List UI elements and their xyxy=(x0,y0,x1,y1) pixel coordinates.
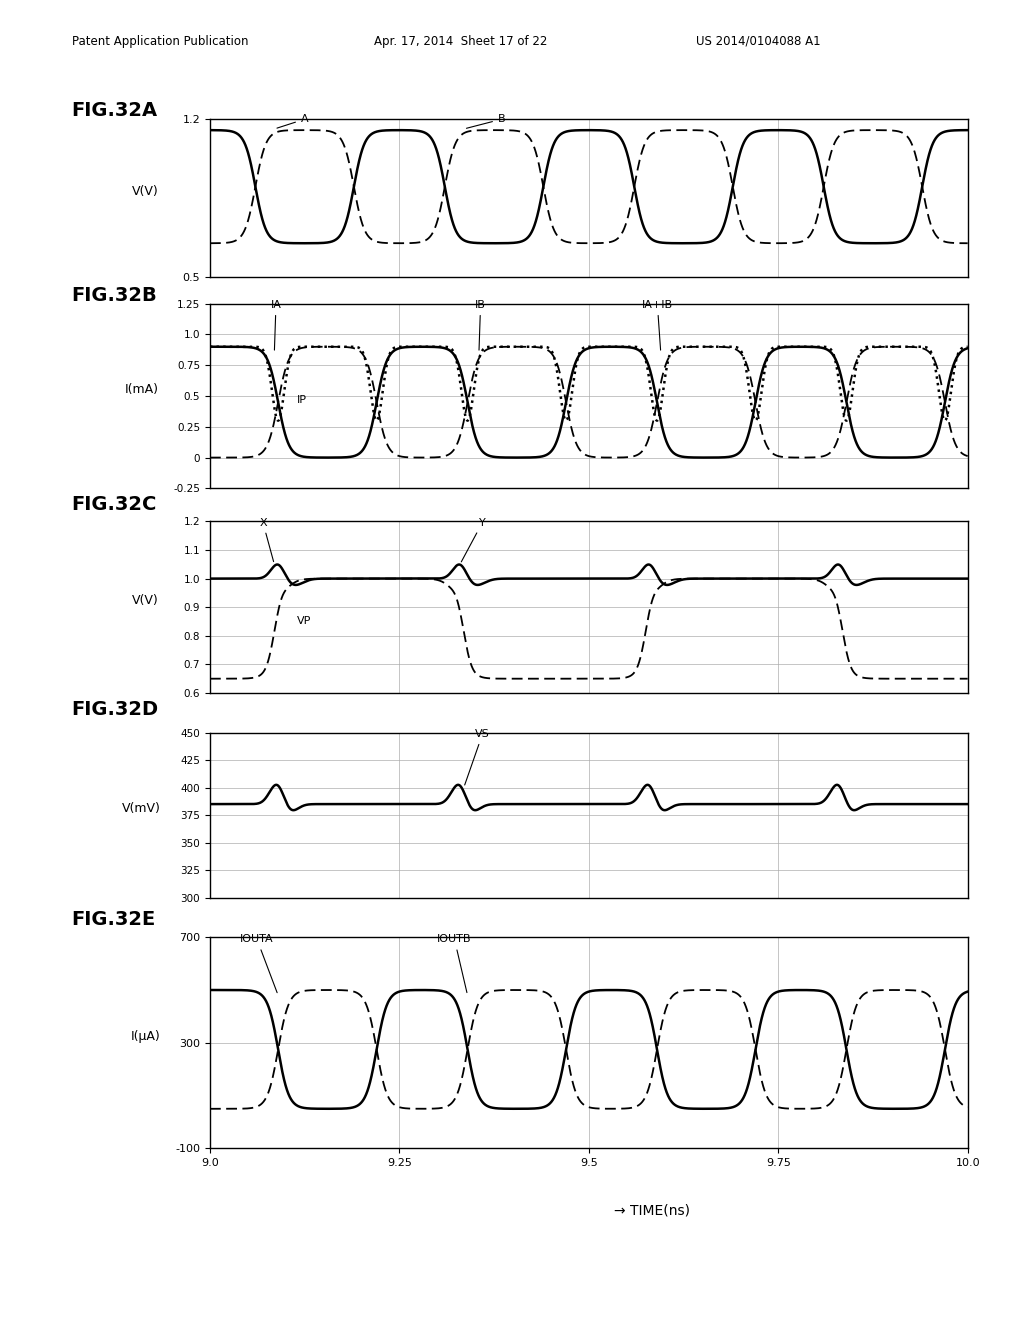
Text: VS: VS xyxy=(465,729,489,785)
Text: Apr. 17, 2014  Sheet 17 of 22: Apr. 17, 2014 Sheet 17 of 22 xyxy=(374,34,547,48)
Text: Patent Application Publication: Patent Application Publication xyxy=(72,34,248,48)
Y-axis label: I(mA): I(mA) xyxy=(125,383,159,396)
Text: → TIME(ns): → TIME(ns) xyxy=(614,1204,690,1217)
Text: FIG.32A: FIG.32A xyxy=(72,102,158,120)
Text: A: A xyxy=(276,115,308,128)
Y-axis label: V(mV): V(mV) xyxy=(122,803,161,814)
Text: IB: IB xyxy=(475,300,486,350)
Text: IA: IA xyxy=(270,300,282,350)
Text: VP: VP xyxy=(297,616,311,627)
Text: IA+IB: IA+IB xyxy=(642,300,673,350)
Text: FIG.32C: FIG.32C xyxy=(72,495,157,513)
Text: FIG.32E: FIG.32E xyxy=(72,911,156,929)
Text: US 2014/0104088 A1: US 2014/0104088 A1 xyxy=(696,34,821,48)
Y-axis label: V(V): V(V) xyxy=(132,185,159,198)
Text: B: B xyxy=(467,115,506,128)
Text: X: X xyxy=(259,517,273,561)
Text: IOUTB: IOUTB xyxy=(437,935,472,993)
Text: FIG.32D: FIG.32D xyxy=(72,701,159,719)
Text: IP: IP xyxy=(297,396,307,405)
Y-axis label: I(μA): I(μA) xyxy=(131,1030,161,1043)
Text: IOUTA: IOUTA xyxy=(241,935,278,993)
Text: Y: Y xyxy=(461,517,485,562)
Y-axis label: V(V): V(V) xyxy=(132,594,159,607)
Text: FIG.32B: FIG.32B xyxy=(72,286,158,305)
